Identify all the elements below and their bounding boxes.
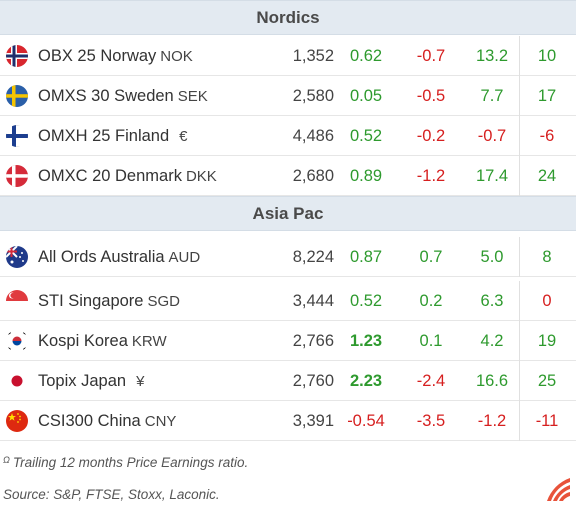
index-name: OMXC 20 Denmark DKK	[38, 167, 217, 185]
table-row: All Ords Australia AUD 8,224 0.87 0.7 5.0…	[0, 237, 576, 277]
ytd-change: 4.2	[480, 332, 504, 350]
ytd-change: 16.6	[475, 372, 509, 390]
column-divider	[519, 116, 520, 156]
pe-ratio: 8	[542, 248, 552, 266]
sweden-flag-icon	[6, 85, 28, 107]
index-price: 2,680	[292, 167, 334, 185]
index-name: All Ords Australia AUD	[38, 248, 201, 266]
index-price: 1,352	[292, 47, 334, 65]
column-divider	[519, 36, 520, 76]
ytd-change: 5.0	[480, 248, 504, 266]
daily-change: -0.54	[347, 412, 385, 430]
table-row: OBX 25 Norway NOK 1,352 0.62 -0.7 13.2 10	[0, 36, 576, 76]
section-title: Nordics	[256, 7, 320, 27]
index-name: OMXS 30 Sweden SEK	[38, 87, 208, 105]
pe-ratio: 10	[537, 47, 557, 65]
table-row: STI Singapore SGD 3,444 0.52 0.2 6.3 0	[0, 281, 576, 321]
australia-flag-icon	[6, 246, 28, 268]
weekly-change: 0.1	[419, 332, 443, 350]
column-divider	[519, 76, 520, 116]
index-price: 4,486	[292, 127, 334, 145]
japan-flag-icon	[6, 370, 28, 392]
pe-ratio: 19	[537, 332, 557, 350]
singapore-flag-icon	[6, 290, 28, 312]
index-name: STI Singapore SGD	[38, 292, 180, 310]
section-title: Asia Pac	[252, 203, 324, 223]
index-price: 2,760	[292, 372, 334, 390]
pe-ratio: 24	[537, 167, 557, 185]
column-divider	[519, 281, 520, 321]
daily-change: 0.52	[349, 127, 383, 145]
index-name: OBX 25 Norway NOK	[38, 47, 193, 65]
table-row: OMXH 25 Finland € 4,486 0.52 -0.2 -0.7 -6	[0, 116, 576, 156]
footnote: Ω Trailing 12 months Price Earnings ratio…	[3, 455, 248, 470]
table-row: Topix Japan ¥ 2,760 2.23 -2.4 16.6 25	[0, 361, 576, 401]
daily-change: 1.23	[349, 332, 383, 350]
weekly-change: 0.2	[419, 292, 443, 310]
index-price: 8,224	[292, 248, 334, 266]
ytd-change: 6.3	[480, 292, 504, 310]
weekly-change: -1.2	[416, 167, 446, 185]
source-note: Source: S&P, FTSE, Stoxx, Laconic.	[3, 487, 220, 502]
pe-ratio: 25	[537, 372, 557, 390]
table-row: CSI300 China CNY 3,391 -0.54 -3.5 -1.2 -1…	[0, 401, 576, 441]
daily-change: 2.23	[349, 372, 383, 390]
ytd-change: -0.7	[477, 127, 507, 145]
column-divider	[519, 361, 520, 401]
daily-change: 0.62	[349, 47, 383, 65]
footnote-marker: Ω	[3, 455, 10, 465]
korea-flag-icon	[6, 330, 28, 352]
pe-ratio: 0	[542, 292, 552, 310]
weekly-change: -0.2	[416, 127, 446, 145]
table-row: OMXC 20 Denmark DKK 2,680 0.89 -1.2 17.4 …	[0, 156, 576, 196]
weekly-change: -0.5	[416, 87, 446, 105]
daily-change: 0.52	[349, 292, 383, 310]
index-price: 3,444	[292, 292, 334, 310]
ytd-change: 7.7	[480, 87, 504, 105]
daily-change: 0.05	[349, 87, 383, 105]
column-divider	[519, 156, 520, 196]
daily-change: 0.89	[349, 167, 383, 185]
pe-ratio: 17	[537, 87, 557, 105]
table-row: OMXS 30 Sweden SEK 2,580 0.05 -0.5 7.7 17	[0, 76, 576, 116]
daily-change: 0.87	[349, 248, 383, 266]
norway-flag-icon	[6, 45, 28, 67]
section-header-asia-pac: Asia Pac	[0, 196, 576, 231]
column-divider	[519, 321, 520, 361]
table-row: Kospi Korea KRW 2,766 1.23 0.1 4.2 19	[0, 321, 576, 361]
weekly-change: 0.7	[419, 248, 443, 266]
ytd-change: 13.2	[475, 47, 509, 65]
finland-flag-icon	[6, 125, 28, 147]
index-name: CSI300 China CNY	[38, 412, 177, 430]
ytd-change: 17.4	[475, 167, 509, 185]
index-name: OMXH 25 Finland €	[38, 127, 188, 145]
china-flag-icon	[6, 410, 28, 432]
column-divider	[519, 401, 520, 441]
laconic-logo-icon	[547, 478, 570, 501]
index-price: 3,391	[292, 412, 334, 430]
index-price: 2,580	[292, 87, 334, 105]
column-divider	[519, 237, 520, 277]
denmark-flag-icon	[6, 165, 28, 187]
footnote-text: Trailing 12 months Price Earnings ratio.	[12, 455, 249, 470]
weekly-change: -0.7	[416, 47, 446, 65]
section-header-nordics: Nordics	[0, 0, 576, 35]
pe-ratio: -6	[539, 127, 555, 145]
weekly-change: -3.5	[416, 412, 446, 430]
index-price: 2,766	[292, 332, 334, 350]
ytd-change: -1.2	[477, 412, 507, 430]
index-name: Topix Japan ¥	[38, 372, 145, 390]
pe-ratio: -11	[535, 412, 559, 430]
weekly-change: -2.4	[416, 372, 446, 390]
index-name: Kospi Korea KRW	[38, 332, 167, 350]
